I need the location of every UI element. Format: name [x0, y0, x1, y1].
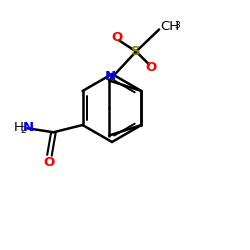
Text: S: S	[131, 45, 141, 58]
Text: N: N	[104, 70, 116, 83]
Text: N: N	[23, 121, 34, 134]
Text: O: O	[112, 31, 123, 44]
Text: CH: CH	[160, 20, 179, 33]
Text: O: O	[44, 156, 55, 169]
Text: H: H	[14, 121, 24, 134]
Text: O: O	[146, 61, 157, 74]
Text: 2: 2	[21, 126, 26, 135]
Text: 3: 3	[174, 21, 180, 30]
